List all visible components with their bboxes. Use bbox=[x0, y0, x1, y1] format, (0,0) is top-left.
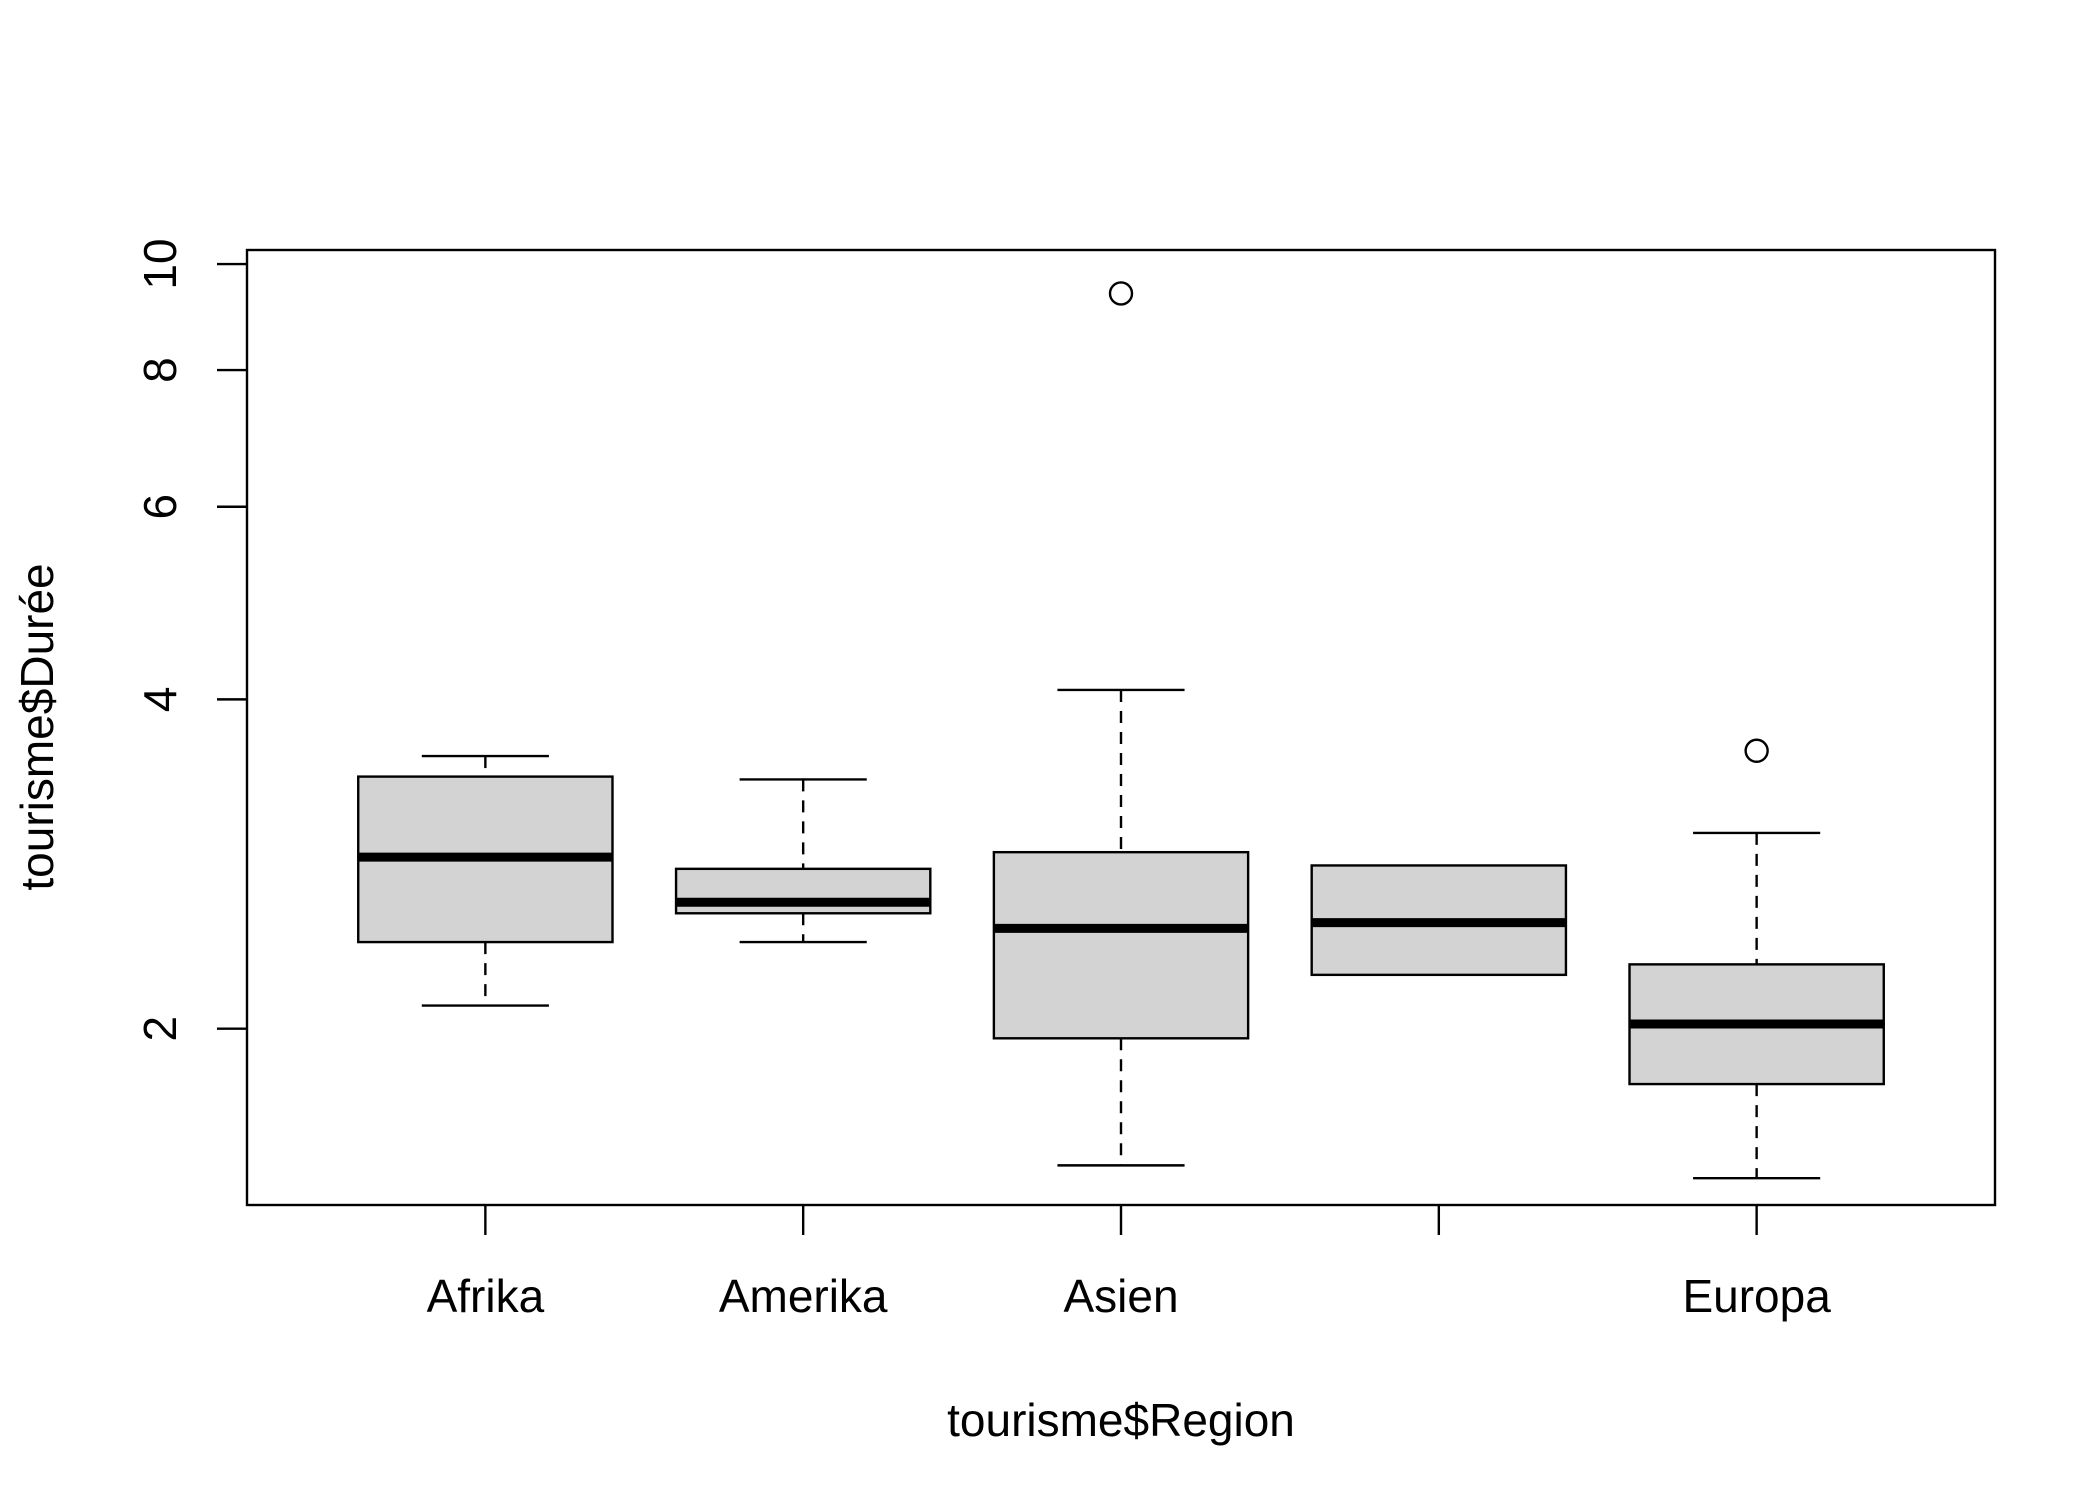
x-tick-label-amerika: Amerika bbox=[719, 1270, 888, 1322]
box-asien bbox=[992, 850, 1250, 1040]
y-tick-label-10: 10 bbox=[134, 238, 186, 289]
y-tick-label-2: 2 bbox=[134, 1016, 186, 1042]
box-group-europa bbox=[1628, 738, 1885, 1180]
x-tick-label-europa: Europa bbox=[1682, 1270, 1831, 1322]
x-tick-label-asien: Asien bbox=[1063, 1270, 1178, 1322]
y-tick-label-8: 8 bbox=[134, 357, 186, 383]
y-tick-label-4: 4 bbox=[134, 687, 186, 713]
y-tick-label-6: 6 bbox=[134, 494, 186, 520]
box-group-asien bbox=[992, 281, 1250, 1167]
outlier-point-europa-0 bbox=[1744, 738, 1769, 763]
boxes-layer bbox=[357, 281, 1885, 1180]
outlier-point-asien-0 bbox=[1108, 281, 1134, 306]
x-axis-label: tourisme$Region bbox=[947, 1394, 1295, 1446]
box-group-unlabeled-3 bbox=[1310, 864, 1568, 977]
box-group-amerika bbox=[674, 778, 932, 944]
y-axis-label: tourisme$Durée bbox=[11, 563, 63, 890]
x-tick-label-afrika: Afrika bbox=[427, 1270, 545, 1322]
x-axis: Afrika Amerika Asien Europa bbox=[427, 1205, 1831, 1322]
y-axis: 2 4 6 8 10 bbox=[134, 238, 247, 1042]
box-group-afrika bbox=[357, 754, 614, 1007]
